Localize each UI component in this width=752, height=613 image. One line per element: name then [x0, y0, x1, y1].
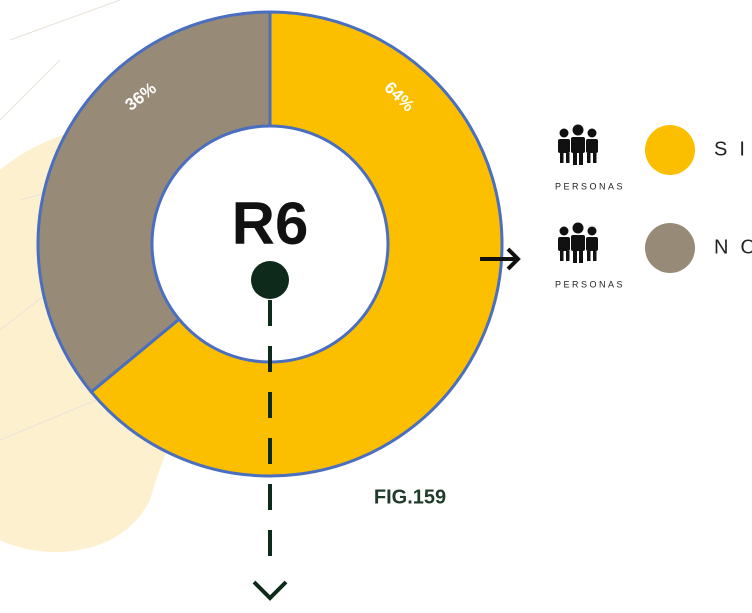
chart: 64%36% R6 FIG.159 PERSONASSIPERSONASNO	[0, 0, 752, 613]
arrow-down	[254, 582, 286, 598]
legend-label: NO	[714, 236, 752, 258]
people-icon	[558, 125, 598, 166]
figure-label: FIG.159	[374, 486, 446, 508]
people-icon	[558, 223, 598, 264]
legend-label: SI	[714, 138, 752, 160]
legend-swatch	[645, 223, 695, 273]
center-label: R6	[232, 190, 309, 257]
legend-note: PERSONAS	[555, 279, 625, 289]
legend-swatch	[645, 125, 695, 175]
marker-dot	[251, 261, 289, 299]
legend-note: PERSONAS	[555, 181, 625, 191]
legend: PERSONAS SI PERSONAS NO	[555, 125, 752, 290]
